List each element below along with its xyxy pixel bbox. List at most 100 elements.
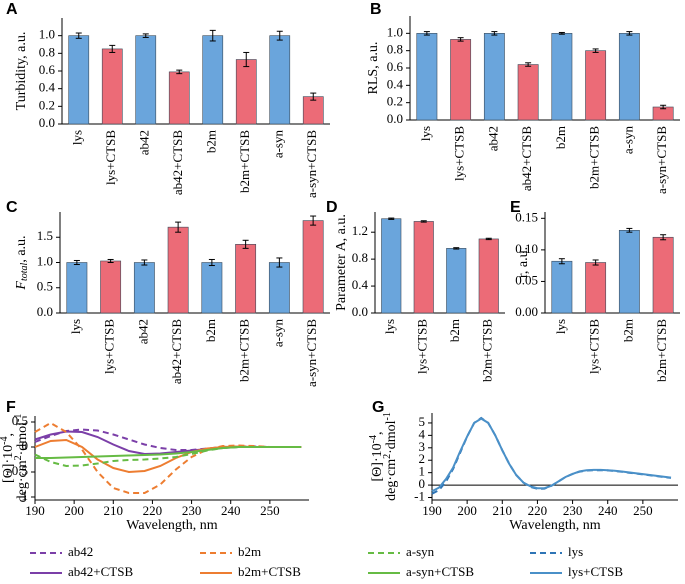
- bar: [618, 230, 640, 314]
- x-tick-label: 210: [493, 503, 513, 518]
- y-axis-label-part: F: [14, 281, 29, 291]
- bar: [101, 48, 123, 125]
- y-tick-label: 0.5: [37, 279, 53, 294]
- legend-label: b2m+CTSB: [238, 564, 301, 579]
- y-axis-label: Turbidity, a.u.: [14, 32, 29, 111]
- panel-label: C: [6, 199, 18, 216]
- x-tick-label: lys+CTSB: [452, 126, 467, 181]
- y-axis-label: [Θ]·10-4,: [0, 433, 16, 483]
- bar: [450, 39, 472, 121]
- x-tick-label: ab42+CTSB: [169, 319, 184, 384]
- y-tick-label: 1.0: [39, 27, 55, 42]
- bar: [269, 35, 291, 125]
- y-tick-label: 0.5: [12, 413, 28, 428]
- x-axis-label: Wavelength, nm: [126, 518, 218, 533]
- bar: [381, 218, 402, 314]
- y-axis-label-part: total: [19, 262, 30, 281]
- x-tick-label: lys: [382, 319, 397, 334]
- x-tick-label: 250: [633, 503, 653, 518]
- curve: [34, 430, 302, 456]
- y-axis-label-part: -4: [368, 435, 379, 443]
- bar: [446, 248, 467, 314]
- x-tick-label: lys+CTSB: [587, 319, 602, 374]
- x-tick-label: b2m: [553, 126, 568, 149]
- y-tick-label: 1.0: [37, 253, 53, 268]
- y-axis-label: Ftotal, a.u.: [14, 235, 30, 290]
- legend-label: ab42: [68, 544, 93, 559]
- x-tick-label: 190: [25, 503, 45, 518]
- bar: [478, 238, 499, 314]
- y-axis-label-part: ,: [370, 432, 385, 436]
- y-axis-label-part: ,: [1, 433, 16, 437]
- y-tick-label: 0.2: [387, 94, 403, 109]
- x-tick-label: b2m: [620, 319, 635, 342]
- bar: [268, 262, 290, 314]
- y-tick-label: 0.4: [39, 80, 56, 95]
- x-tick-label: lys: [553, 319, 568, 334]
- x-tick-label: 240: [221, 503, 241, 518]
- y-tick-label: 5: [419, 414, 426, 429]
- x-tick-label: ab42: [137, 130, 152, 155]
- bar: [416, 33, 438, 121]
- y-tick-label: 0.6: [39, 62, 56, 77]
- y-tick-label: 0.0: [37, 304, 53, 319]
- y-tick-label: -1: [414, 488, 425, 503]
- y-tick-label: 0.4: [352, 277, 369, 292]
- y-axis-label-part: ·dmol: [384, 420, 399, 454]
- y-axis-label-part: -1: [13, 414, 24, 422]
- panel-label: F: [6, 399, 16, 416]
- x-tick-label: lys: [68, 319, 83, 334]
- bar: [302, 96, 324, 125]
- x-tick-label: 220: [528, 503, 548, 518]
- x-tick-label: lys: [418, 126, 433, 141]
- curve: [431, 416, 672, 495]
- x-tick-label: 250: [260, 503, 280, 518]
- x-tick-label: 210: [104, 503, 124, 518]
- y-axis-label: deg·cm2·dmol-1: [382, 412, 399, 501]
- y-tick-label: 0.8: [352, 250, 368, 265]
- y-tick-label: 4: [419, 426, 426, 441]
- y-tick-label: 0.4: [387, 76, 404, 91]
- x-tick-label: a-syn: [620, 126, 635, 155]
- y-axis-label-part: [Θ]·10: [1, 445, 16, 483]
- y-axis-label: RLS, a.u.: [366, 42, 381, 95]
- x-tick-label: lys+CTSB: [103, 130, 118, 185]
- y-tick-label: 0: [419, 476, 426, 491]
- x-tick-label: b2m+CTSB: [587, 126, 602, 189]
- bar: [413, 221, 434, 314]
- panel-label: D: [326, 199, 338, 216]
- bar: [551, 33, 573, 121]
- bar: [517, 64, 539, 121]
- bar: [652, 236, 674, 314]
- bar: [201, 262, 223, 314]
- bar: [100, 260, 122, 314]
- x-tick-label: 230: [563, 503, 583, 518]
- y-tick-label: 0.8: [39, 44, 55, 59]
- bar: [483, 33, 505, 121]
- y-axis-label-part: , a.u.: [14, 235, 29, 262]
- y-tick-label: 3: [419, 439, 426, 454]
- y-axis-label: [Θ]·10-4,: [368, 432, 385, 482]
- panel-label: E: [510, 199, 521, 216]
- x-tick-label: lys+CTSB: [415, 319, 430, 374]
- x-tick-label: a-syn+CTSB: [304, 130, 319, 198]
- y-tick-label: 1.0: [387, 24, 403, 39]
- bar: [66, 262, 88, 314]
- y-tick-label: 0.10: [515, 241, 538, 256]
- curve: [431, 417, 672, 493]
- legend-label: a-syn: [406, 544, 435, 559]
- legend-label: a-syn+CTSB: [406, 564, 474, 579]
- x-tick-label: 220: [143, 503, 163, 518]
- bar: [135, 35, 157, 125]
- bar: [168, 71, 190, 125]
- legend-label: ab42+CTSB: [68, 564, 133, 579]
- x-tick-label: b2m+CTSB: [237, 319, 252, 382]
- x-tick-label: 200: [64, 503, 84, 518]
- y-tick-label: 0.05: [515, 272, 538, 287]
- legend-label: lys: [568, 544, 583, 559]
- x-tick-label: lys: [70, 130, 85, 145]
- x-axis-label: Wavelength, nm: [509, 518, 601, 533]
- x-tick-label: b2m+CTSB: [654, 319, 669, 382]
- curve: [34, 438, 302, 474]
- y-tick-label: 0.6: [387, 59, 404, 74]
